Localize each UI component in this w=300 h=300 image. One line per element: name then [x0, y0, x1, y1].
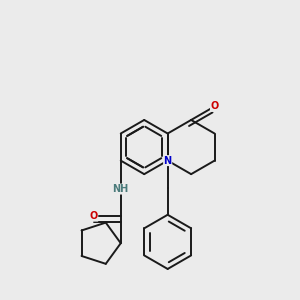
- Text: N: N: [164, 156, 172, 166]
- Text: O: O: [211, 101, 219, 111]
- Text: O: O: [89, 211, 98, 221]
- Text: NH: NH: [112, 184, 129, 194]
